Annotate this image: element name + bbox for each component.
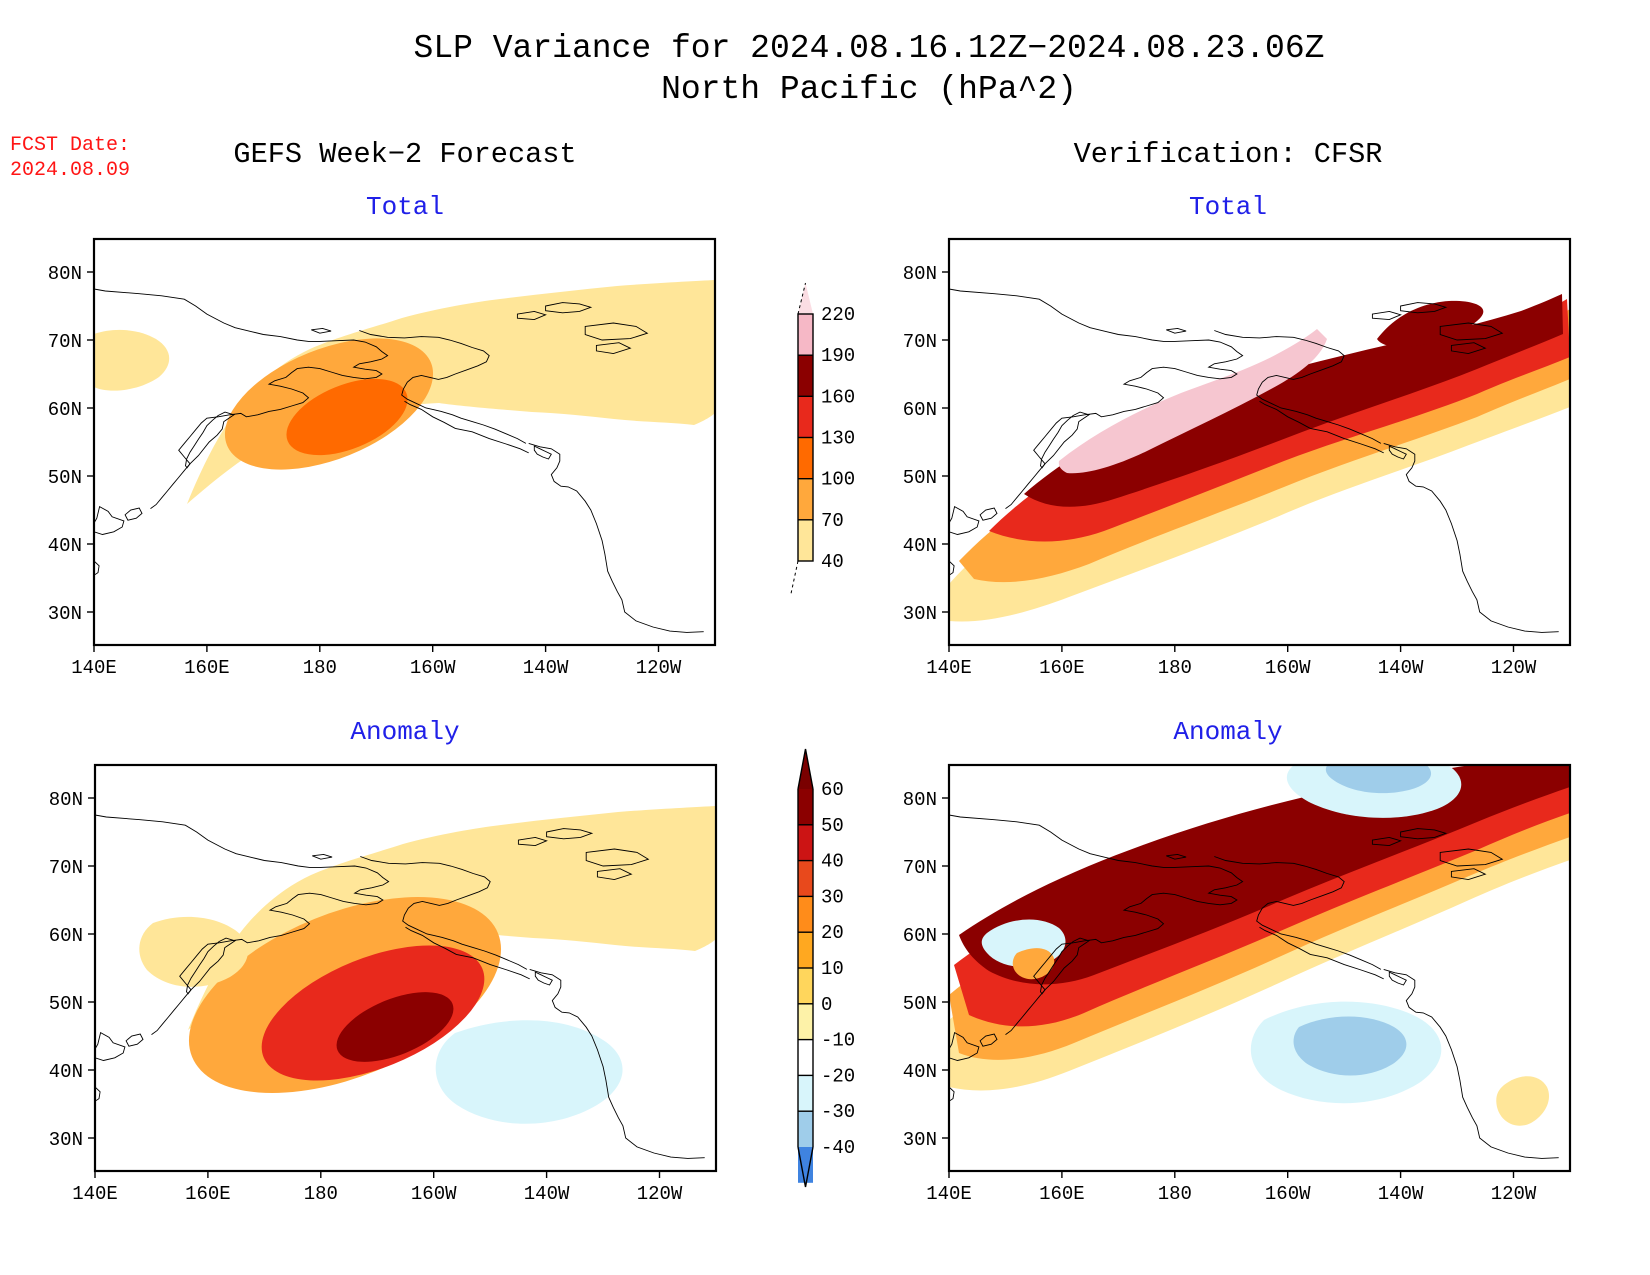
svg-text:100: 100 bbox=[821, 469, 855, 491]
svg-text:30: 30 bbox=[821, 886, 844, 908]
svg-text:140W: 140W bbox=[524, 1183, 570, 1205]
svg-text:160: 160 bbox=[821, 386, 855, 408]
svg-text:180: 180 bbox=[304, 1183, 338, 1205]
svg-text:140E: 140E bbox=[926, 657, 972, 679]
svg-text:50N: 50N bbox=[49, 993, 83, 1015]
svg-text:140W: 140W bbox=[523, 657, 569, 679]
svg-text:70N: 70N bbox=[48, 331, 82, 353]
svg-text:160E: 160E bbox=[185, 1183, 231, 1205]
svg-text:40: 40 bbox=[821, 551, 844, 573]
svg-text:30N: 30N bbox=[48, 603, 82, 625]
svg-text:140W: 140W bbox=[1378, 657, 1424, 679]
svg-text:50N: 50N bbox=[48, 467, 82, 489]
svg-text:70: 70 bbox=[821, 510, 844, 532]
svg-text:220: 220 bbox=[821, 304, 855, 326]
svg-text:180: 180 bbox=[303, 657, 337, 679]
svg-text:160E: 160E bbox=[184, 657, 230, 679]
svg-text:140W: 140W bbox=[1378, 1183, 1424, 1205]
svg-text:20: 20 bbox=[821, 922, 844, 944]
svg-text:80N: 80N bbox=[903, 263, 937, 285]
svg-text:160W: 160W bbox=[411, 1183, 457, 1205]
svg-text:-30: -30 bbox=[821, 1101, 855, 1123]
svg-text:50: 50 bbox=[821, 815, 844, 837]
svg-text:120W: 120W bbox=[1491, 657, 1537, 679]
svg-text:130: 130 bbox=[821, 428, 855, 450]
svg-text:160W: 160W bbox=[1265, 657, 1311, 679]
svg-text:160W: 160W bbox=[1265, 1183, 1311, 1205]
svg-text:160W: 160W bbox=[410, 657, 456, 679]
svg-text:120W: 120W bbox=[636, 657, 682, 679]
svg-text:180: 180 bbox=[1158, 657, 1192, 679]
svg-text:-20: -20 bbox=[821, 1065, 855, 1087]
svg-text:80N: 80N bbox=[49, 789, 83, 811]
svg-text:60: 60 bbox=[821, 779, 844, 801]
svg-text:120W: 120W bbox=[637, 1183, 683, 1205]
svg-text:0: 0 bbox=[821, 994, 832, 1016]
svg-text:160E: 160E bbox=[1039, 657, 1085, 679]
svg-text:70N: 70N bbox=[49, 857, 83, 879]
svg-text:40: 40 bbox=[821, 851, 844, 873]
svg-text:160E: 160E bbox=[1039, 1183, 1085, 1205]
svg-text:-40: -40 bbox=[821, 1137, 855, 1159]
svg-text:140E: 140E bbox=[72, 1183, 118, 1205]
svg-text:120W: 120W bbox=[1491, 1183, 1537, 1205]
svg-text:30N: 30N bbox=[903, 603, 937, 625]
svg-text:40N: 40N bbox=[48, 535, 82, 557]
svg-text:-10: -10 bbox=[821, 1030, 855, 1052]
svg-text:180: 180 bbox=[1158, 1183, 1192, 1205]
svg-text:30N: 30N bbox=[49, 1129, 83, 1151]
svg-text:60N: 60N bbox=[49, 925, 83, 947]
svg-text:10: 10 bbox=[821, 958, 844, 980]
svg-text:60N: 60N bbox=[48, 399, 82, 421]
svg-text:40N: 40N bbox=[49, 1061, 83, 1083]
svg-text:140E: 140E bbox=[926, 1183, 972, 1205]
svg-text:140E: 140E bbox=[71, 657, 117, 679]
svg-text:80N: 80N bbox=[48, 263, 82, 285]
svg-text:190: 190 bbox=[821, 345, 855, 367]
